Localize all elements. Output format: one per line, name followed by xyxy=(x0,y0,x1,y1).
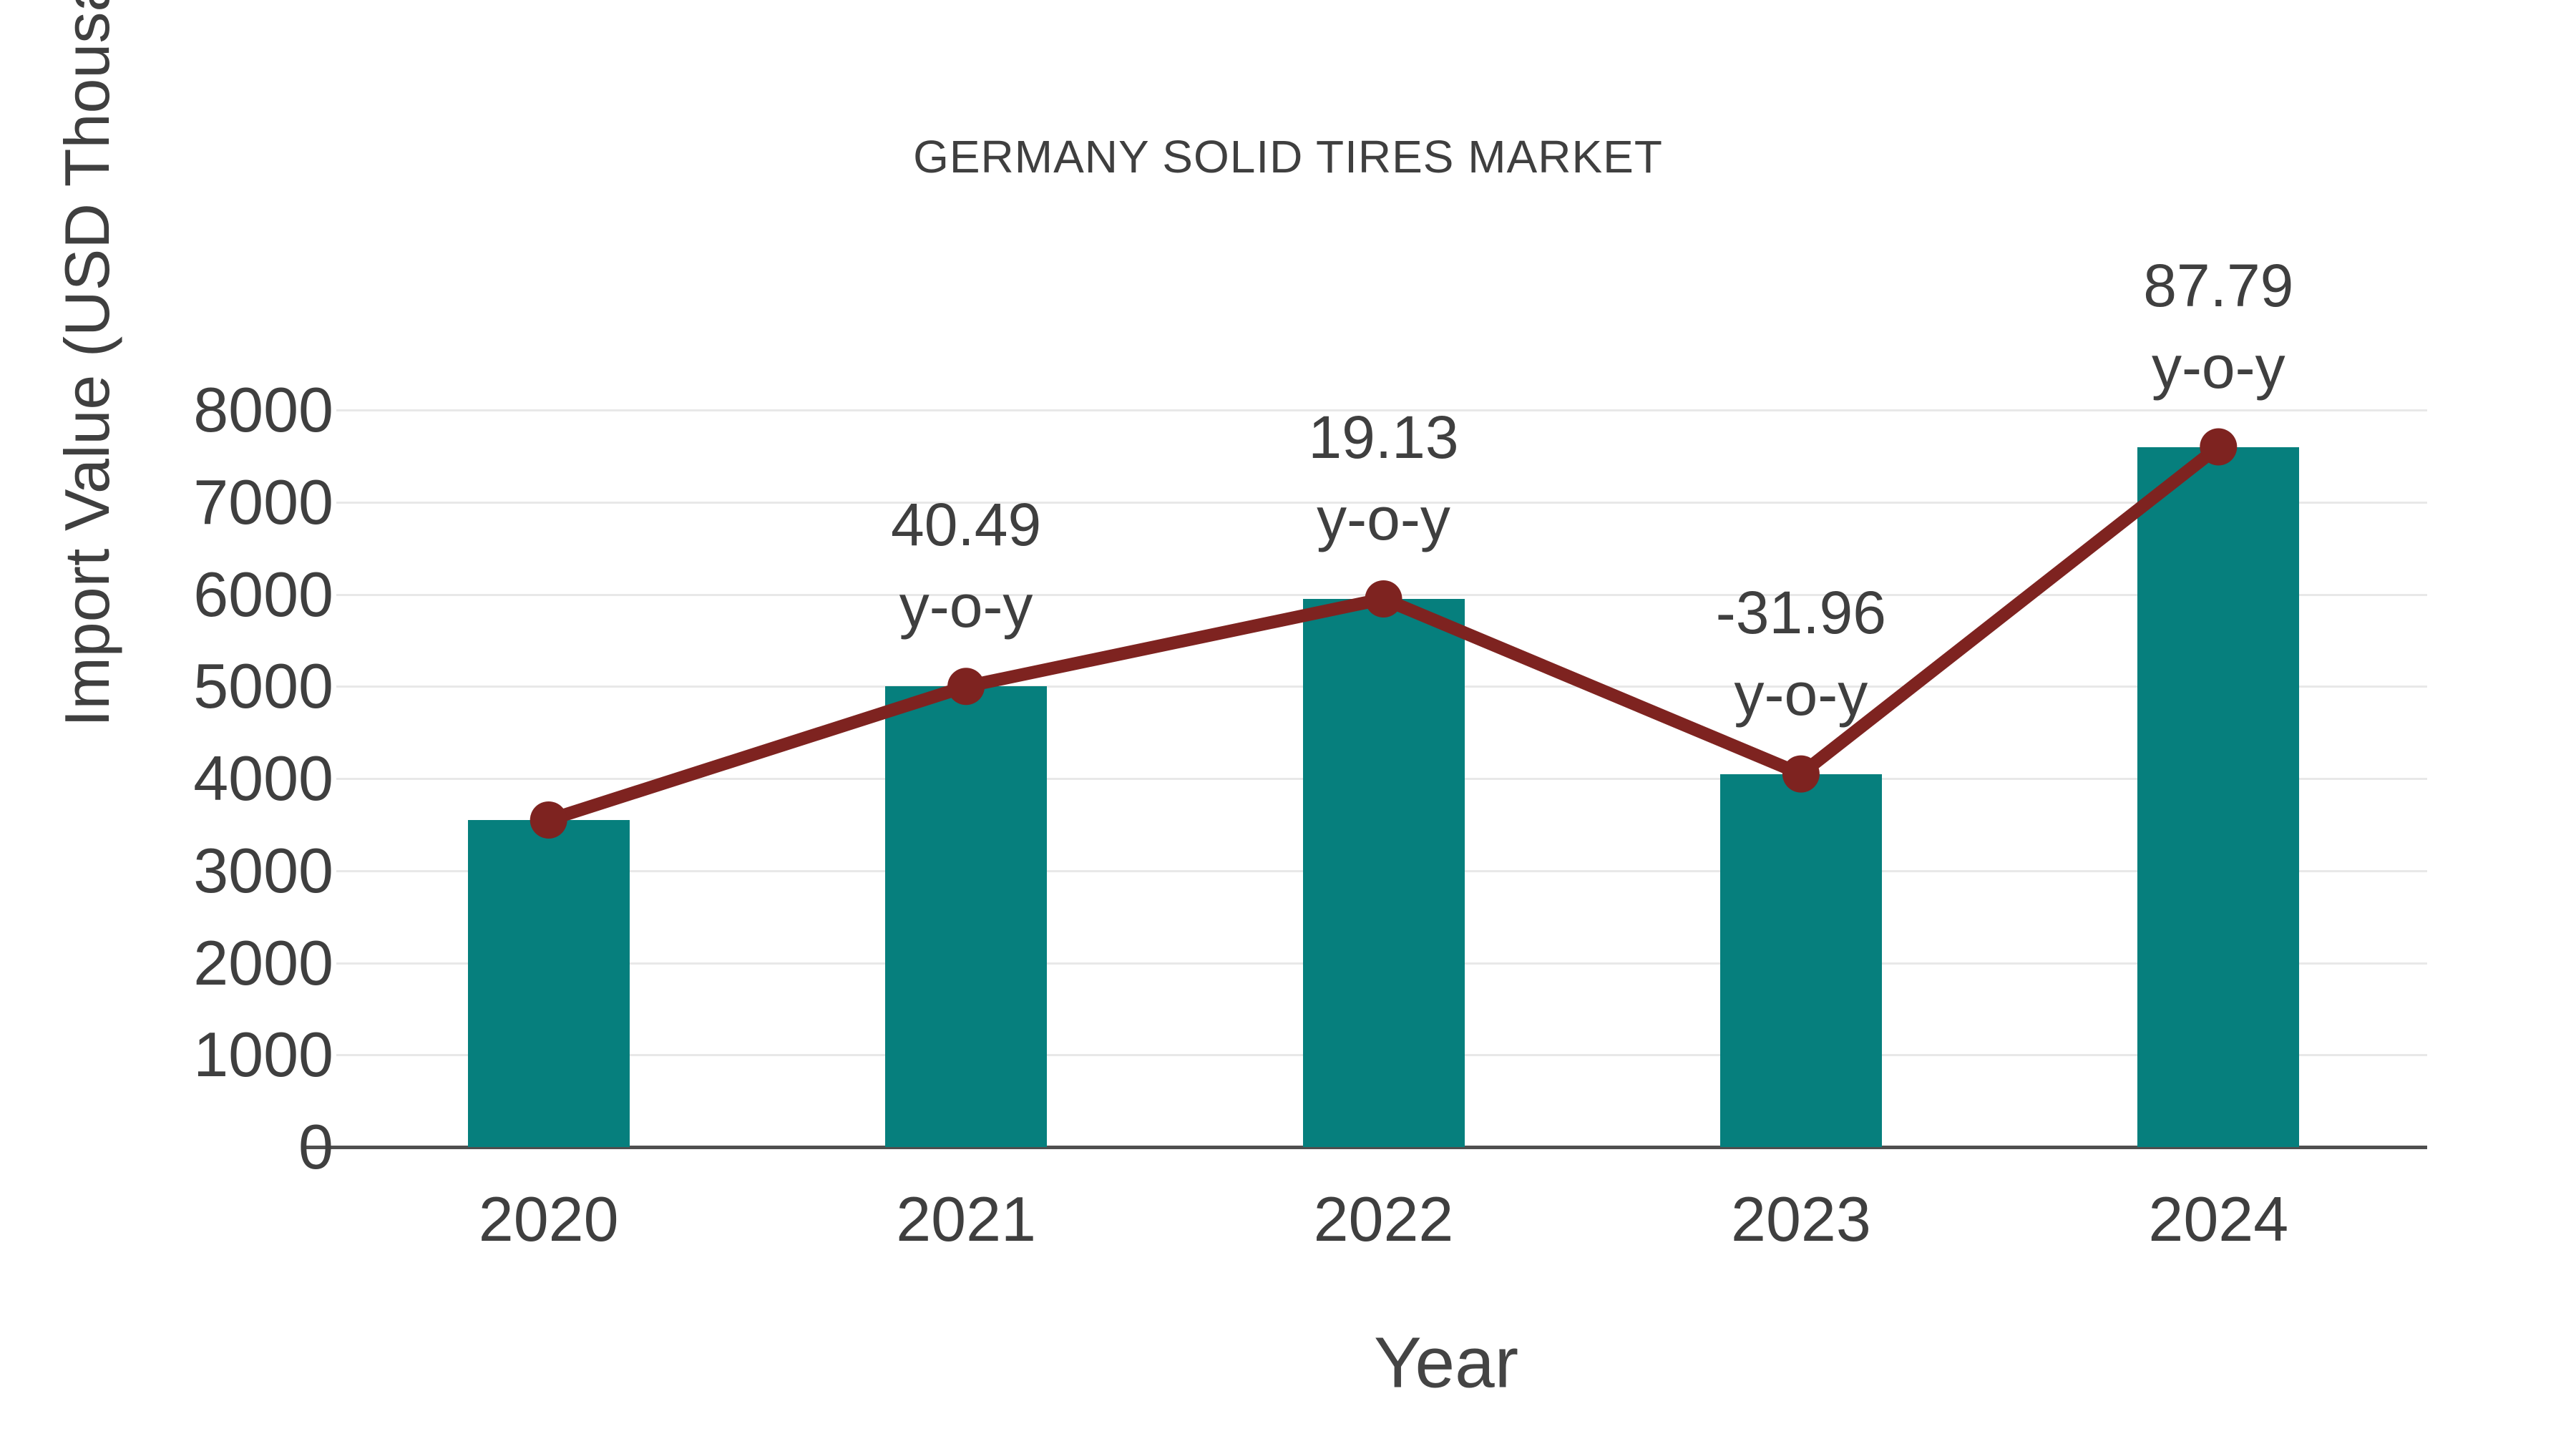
gridline-8000 xyxy=(336,409,2427,411)
annotation-2021-label: y-o-y xyxy=(899,572,1033,640)
annotation-2022-label: y-o-y xyxy=(1317,484,1450,552)
y-tick-label-6000: 6000 xyxy=(193,558,333,630)
annotation-2022-value: 19.13 xyxy=(1308,403,1459,471)
x-tick-label-2022: 2022 xyxy=(1313,1184,1454,1254)
x-tick-label-2020: 2020 xyxy=(478,1184,619,1254)
y-tick-label-4000: 4000 xyxy=(193,743,333,814)
bar-2023 xyxy=(1719,774,1882,1147)
bar-2022 xyxy=(1302,598,1465,1147)
x-tick-label-2024: 2024 xyxy=(2148,1184,2289,1254)
annotation-2023-label: y-o-y xyxy=(1734,660,1868,728)
annotation-2023-value: -31.96 xyxy=(1715,578,1886,646)
y-tick-label-5000: 5000 xyxy=(193,650,333,722)
annotation-2024-value: 87.79 xyxy=(2143,251,2294,319)
bar-2024 xyxy=(2137,447,2300,1147)
annotation-2024-label: y-o-y xyxy=(2151,333,2285,401)
y-tick-label-1000: 1000 xyxy=(193,1019,333,1091)
y-tick-label-3000: 3000 xyxy=(193,834,333,906)
bar-2021 xyxy=(885,686,1048,1147)
x-axis-spine xyxy=(303,1146,2427,1149)
y-tick-label-0: 0 xyxy=(298,1111,333,1182)
x-tick-label-2023: 2023 xyxy=(1731,1184,1871,1254)
gridline-6000 xyxy=(336,593,2427,596)
y-tick-label-8000: 8000 xyxy=(193,374,333,445)
chart-title: GERMANY SOLID TIRES MARKET xyxy=(913,131,1663,182)
y-tick-label-2000: 2000 xyxy=(193,927,333,998)
annotation-2021-value: 40.49 xyxy=(890,491,1042,559)
x-tick-label-2021: 2021 xyxy=(896,1184,1036,1254)
bar-2020 xyxy=(467,819,630,1147)
y-tick-label-7000: 7000 xyxy=(193,466,333,537)
